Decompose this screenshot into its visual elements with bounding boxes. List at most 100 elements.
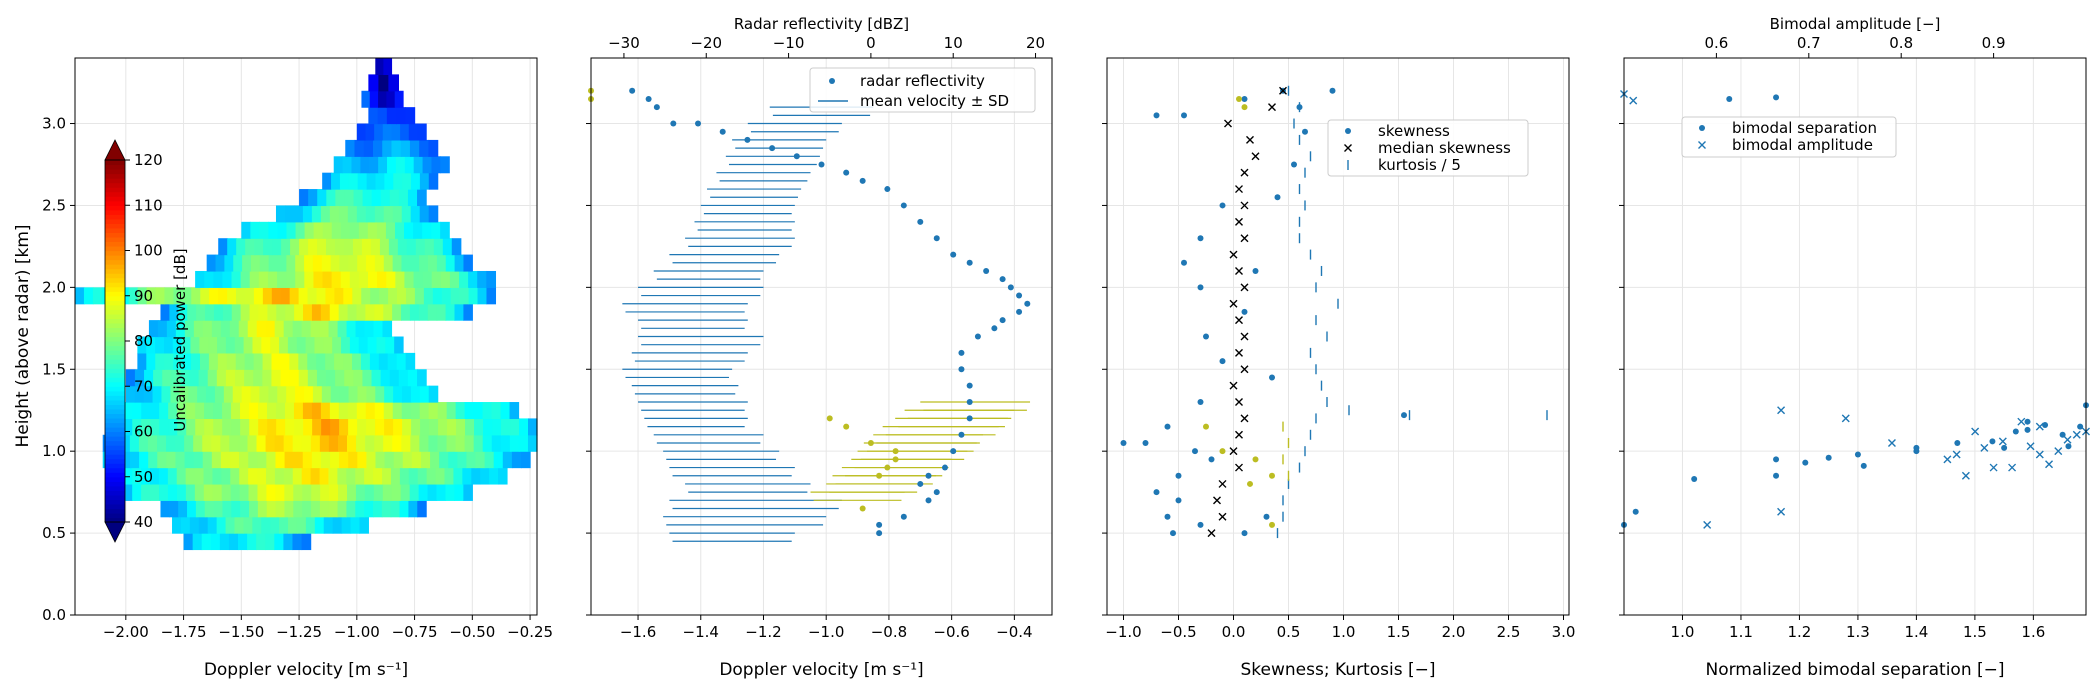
median-skewness-marker <box>1240 168 1249 177</box>
heatmap-cell <box>317 189 327 207</box>
skewness-point <box>1153 489 1160 496</box>
heatmap-cell <box>179 385 189 403</box>
bimodal-amplitude-marker <box>1980 443 1989 452</box>
heatmap-cell <box>266 402 277 420</box>
heatmap-cell <box>193 320 204 338</box>
heatmap-cell <box>393 385 403 403</box>
heatmap-cell <box>249 418 259 436</box>
heatmap-cell <box>348 451 358 469</box>
x2-axis-label: Radar reflectivity [dBZ] <box>734 15 909 33</box>
x2-tick-label: 0.9 <box>1982 34 2006 52</box>
heatmap-cell <box>187 500 197 518</box>
heatmap-cell <box>267 303 277 321</box>
heatmap-cell <box>404 156 415 174</box>
heatmap-cell <box>162 369 172 387</box>
heatmap-cell <box>249 402 259 420</box>
reflectivity-point <box>958 431 965 438</box>
reflectivity-point <box>859 505 866 512</box>
heatmap-cell <box>453 467 463 485</box>
heatmap-cell <box>356 303 366 321</box>
heatmap-cell <box>226 352 237 370</box>
heatmap-cell <box>234 516 245 534</box>
median-skewness-marker <box>1279 86 1287 95</box>
heatmap-cell <box>169 500 179 518</box>
heatmap-cell <box>441 287 452 305</box>
reflectivity-point <box>876 472 883 479</box>
heatmap-cell <box>407 369 418 387</box>
x-axis-label: Skewness; Kurtosis [−] <box>1241 660 1436 680</box>
heatmap-cell <box>295 221 306 239</box>
heatmap-cell <box>328 500 339 518</box>
heatmap-cell <box>262 287 273 305</box>
heatmap-cell <box>196 303 206 321</box>
heatmap-cell <box>372 500 383 518</box>
heatmap-cell <box>330 451 340 469</box>
heatmap-cell <box>445 254 456 272</box>
heatmap-cell <box>259 385 269 403</box>
heatmap-cell <box>175 320 186 338</box>
colorbar-extend-min <box>104 521 126 543</box>
heatmap-cell <box>413 221 423 239</box>
colorbar-step <box>105 182 125 188</box>
heatmap-cell <box>168 418 178 436</box>
colorbar-step <box>105 178 125 184</box>
heatmap-cell <box>319 500 330 518</box>
x-tick-label: −1.50 <box>218 623 264 641</box>
colorbar-step <box>105 363 125 369</box>
bimodal-amplitude-marker <box>2045 460 2054 469</box>
colorbar-step <box>105 304 125 310</box>
heatmap-cell <box>244 287 255 305</box>
heatmap-cell <box>382 123 393 141</box>
heatmap-cell <box>344 189 355 207</box>
heatmap-cell <box>204 500 215 518</box>
heatmap-cell <box>211 434 221 452</box>
heatmap-cells <box>75 58 538 551</box>
heatmap-cell <box>317 238 327 256</box>
heatmap-cell <box>401 402 412 420</box>
heatmap-cell <box>248 467 258 485</box>
heatmap-cell <box>428 205 439 223</box>
heatmap-cell <box>384 418 394 436</box>
heatmap-cell <box>330 385 341 403</box>
heatmap-cell <box>253 287 264 305</box>
heatmap-cell <box>419 402 430 420</box>
reflectivity-point <box>917 480 924 487</box>
heatmap-cell <box>275 402 286 420</box>
heatmap-cell <box>220 451 231 469</box>
reflectivity-point <box>933 235 940 242</box>
reflectivity-point <box>933 489 940 496</box>
heatmap-cell <box>257 467 267 485</box>
heatmap-cell <box>268 385 278 403</box>
heatmap-cell <box>365 402 376 420</box>
heatmap-cell <box>303 418 313 436</box>
reflectivity-point <box>892 456 899 463</box>
colorbar-step <box>105 490 125 496</box>
reflectivity-point <box>629 87 636 94</box>
heatmap-cell <box>161 385 171 403</box>
heatmap-cell <box>511 451 522 469</box>
heatmap-cell <box>204 270 214 288</box>
heatmap-cell <box>224 254 234 272</box>
colorbar-step <box>105 436 125 442</box>
colorbar-step <box>105 517 125 523</box>
heatmap-cell <box>419 172 430 190</box>
heatmap-cell <box>474 418 484 436</box>
colorbar-label: Uncalibrated power [dB] <box>171 248 189 431</box>
heatmap-cell <box>320 483 330 501</box>
heatmap-cell <box>459 287 470 305</box>
heatmap-cell <box>337 467 347 485</box>
median-skewness-marker <box>1240 201 1249 210</box>
skewness-point <box>1181 112 1187 119</box>
x-tick-label: 1.0 <box>1671 623 1695 641</box>
heatmap-cell <box>290 238 300 256</box>
heatmap-cell <box>357 172 368 190</box>
heatmap-cell <box>348 254 358 272</box>
heatmap-cell <box>405 352 416 370</box>
heatmap-cell <box>366 418 376 436</box>
heatmap-cell <box>438 418 448 436</box>
colorbar-step <box>105 508 125 514</box>
heatmap-cell <box>410 434 420 452</box>
heatmap-cell <box>463 303 473 321</box>
heatmap-cell <box>147 434 158 452</box>
heatmap-cell <box>348 172 359 190</box>
